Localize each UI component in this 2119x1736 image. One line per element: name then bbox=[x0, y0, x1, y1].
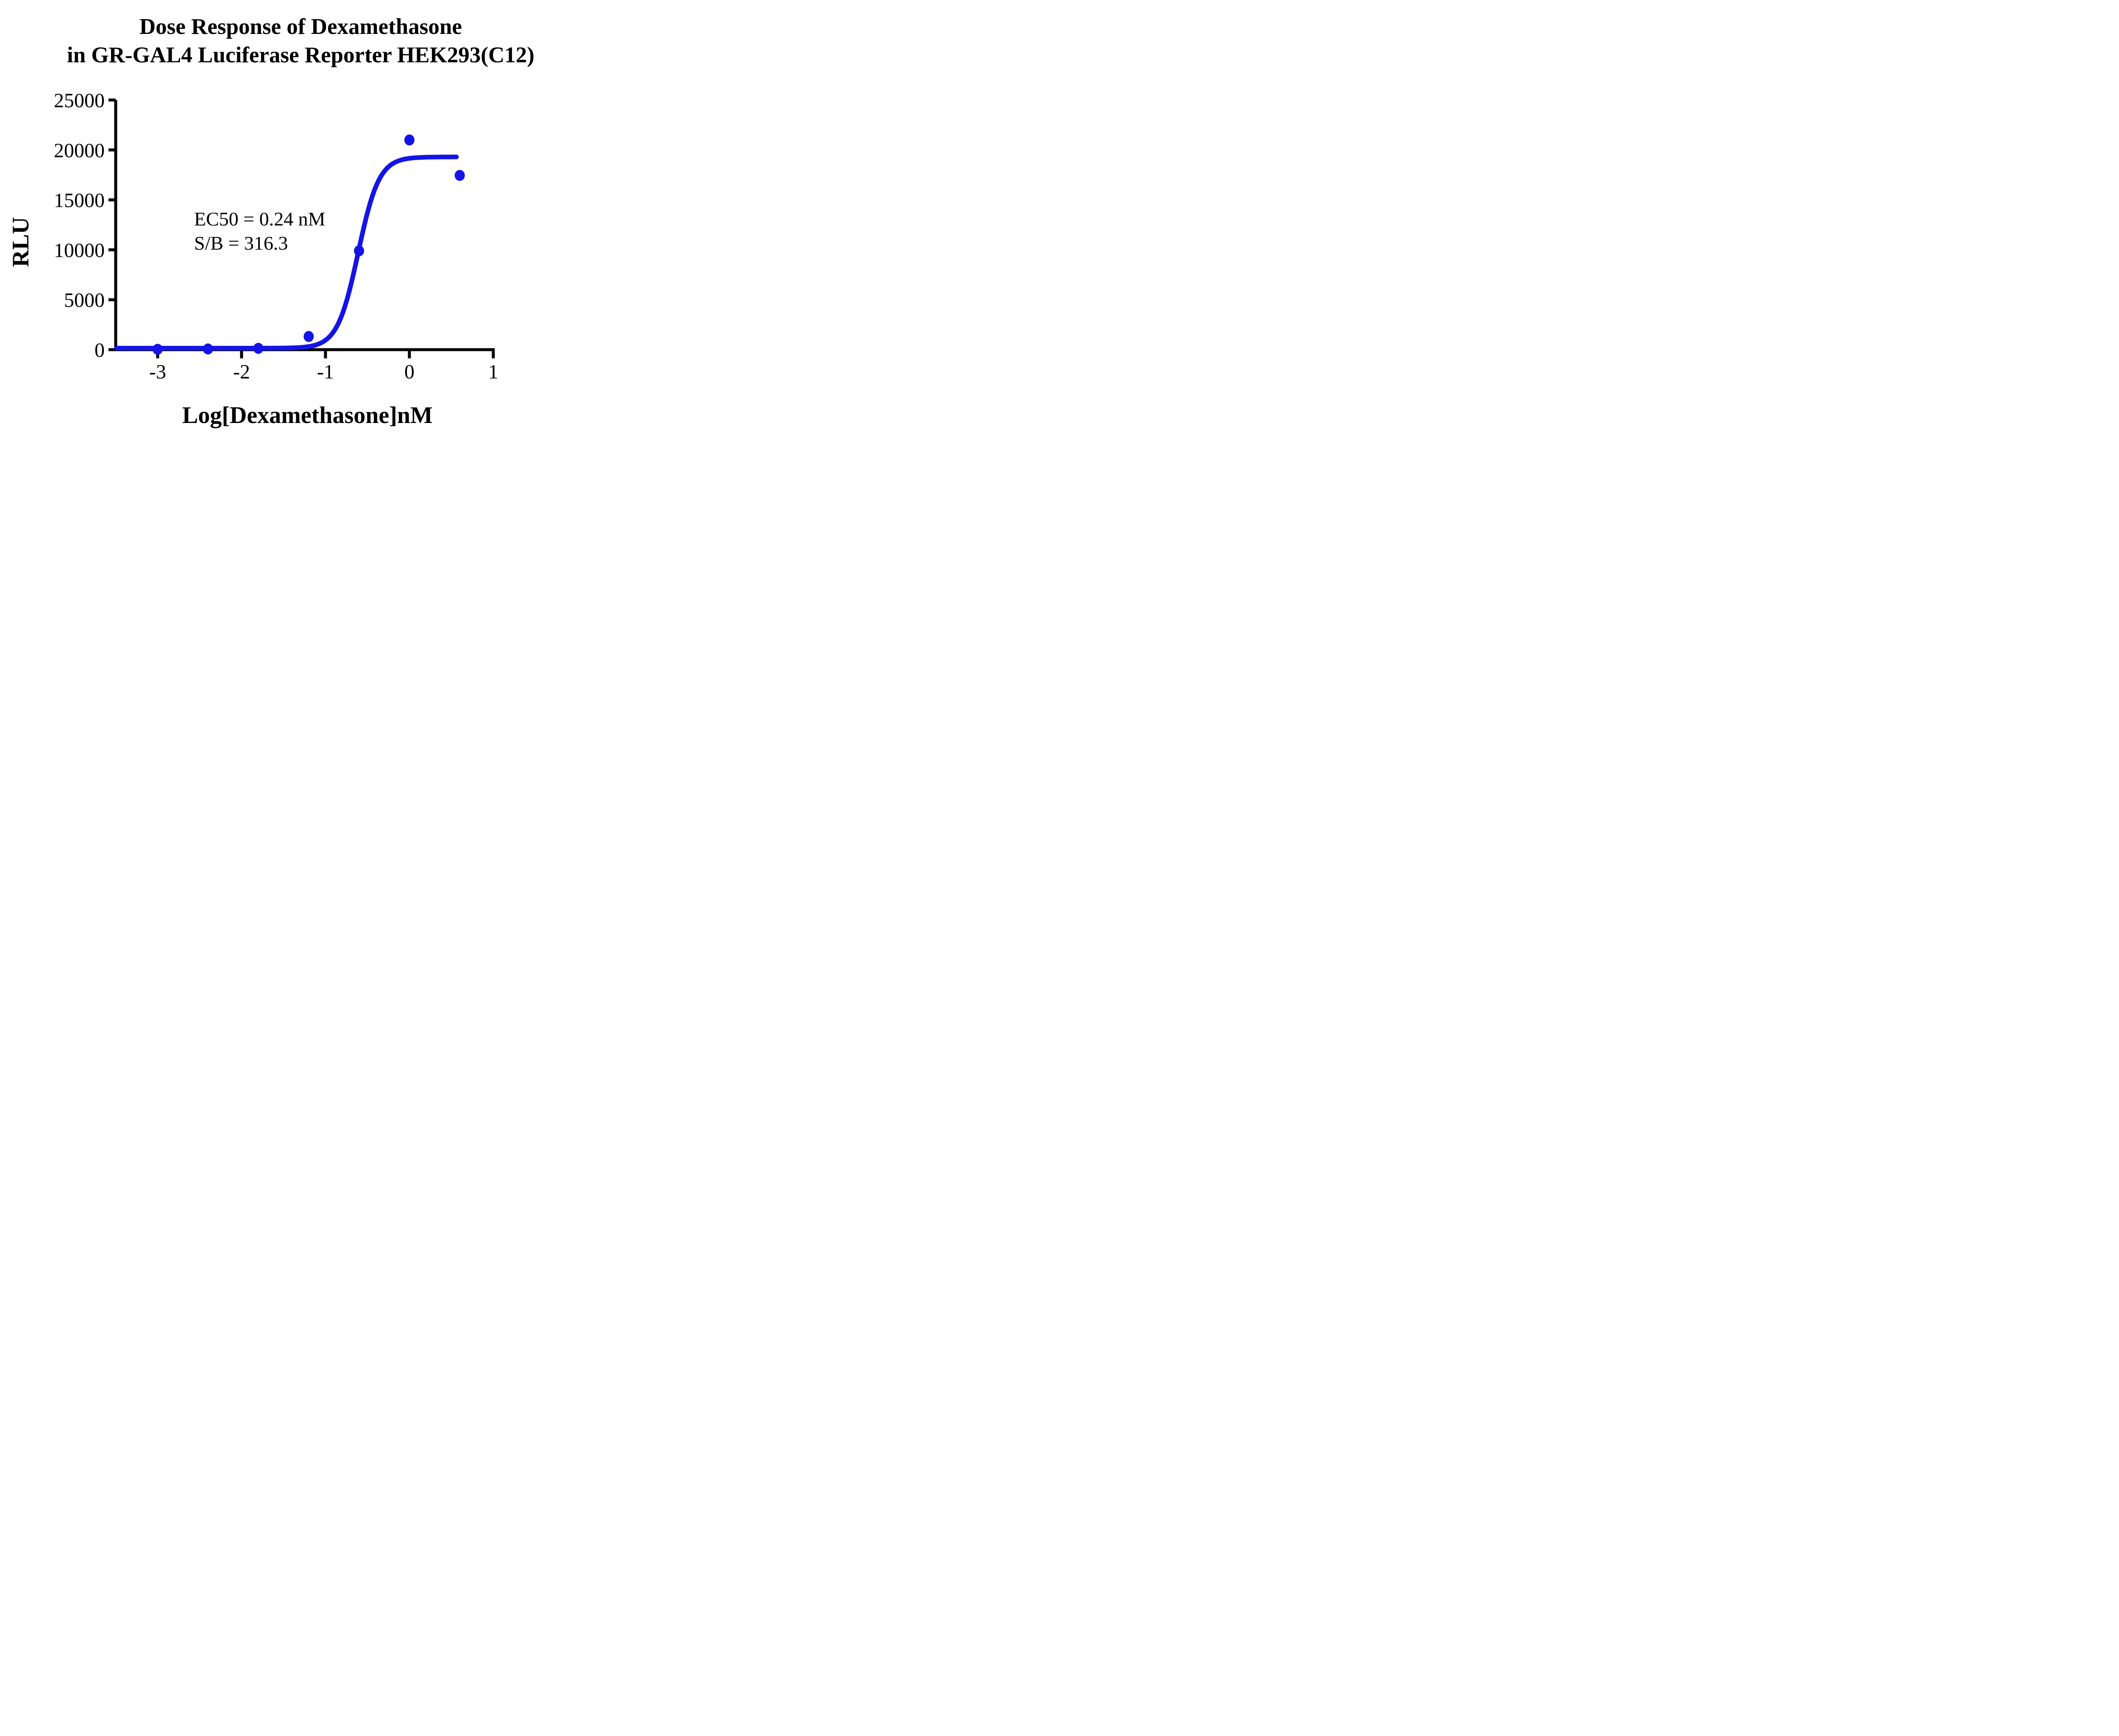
x-tick-label: 0 bbox=[404, 361, 414, 383]
y-tick-label: 10000 bbox=[54, 239, 105, 262]
data-point bbox=[253, 342, 264, 354]
chart-title-line-1: Dose Response of Dexamethasone bbox=[139, 14, 462, 39]
fit-curve bbox=[114, 154, 459, 351]
x-tick-label: -3 bbox=[149, 361, 166, 383]
ec50-annotation: EC50 = 0.24 nM bbox=[194, 208, 325, 230]
y-tick-label: 0 bbox=[95, 339, 105, 362]
y-tick-label: 5000 bbox=[64, 289, 105, 312]
data-point bbox=[203, 343, 213, 355]
chart-title-line-2: in GR-GAL4 Luciferase Reporter HEK293(C1… bbox=[67, 43, 535, 67]
x-axis-title: Log[Dexamethasone]nM bbox=[182, 402, 433, 428]
data-point bbox=[303, 331, 314, 342]
y-tick-label: 15000 bbox=[54, 189, 105, 212]
x-tick-label: 1 bbox=[488, 361, 498, 383]
dose-response-figure: Dose Response of Dexamethasone in GR-GAL… bbox=[0, 0, 577, 434]
data-point bbox=[153, 344, 163, 355]
y-tick-label: 25000 bbox=[54, 89, 105, 112]
data-point bbox=[354, 245, 364, 256]
chart-title: Dose Response of Dexamethasone in GR-GAL… bbox=[25, 13, 577, 70]
chart-plot-area: 0 5000 10000 15000 20000 25000 -3 -2 -1 0 1 bbox=[54, 89, 498, 383]
y-tick-label: 20000 bbox=[54, 139, 105, 162]
data-point bbox=[454, 170, 465, 181]
fit-annotation: EC50 = 0.24 nM S/B = 316.3 bbox=[194, 207, 325, 255]
x-tick-label: -2 bbox=[233, 361, 250, 383]
signal-to-background-annotation: S/B = 316.3 bbox=[194, 232, 288, 254]
x-tick-label: -1 bbox=[317, 361, 334, 383]
data-point bbox=[404, 134, 414, 146]
